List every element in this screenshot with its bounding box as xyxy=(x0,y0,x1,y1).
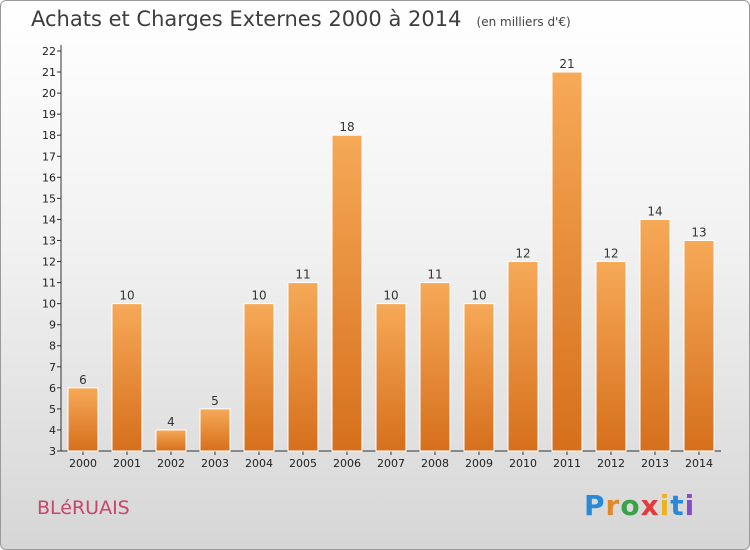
bar-2001 xyxy=(111,303,143,452)
data-label-2000: 6 xyxy=(79,373,87,387)
y-tick-label: 20 xyxy=(42,87,56,100)
y-tick-label: 21 xyxy=(42,66,56,79)
proxiti-logo: Proxiti xyxy=(584,489,695,522)
chart-title: Achats et Charges Externes 2000 à 2014 xyxy=(31,7,462,31)
bar-2002 xyxy=(155,429,187,452)
logo-letter: i xyxy=(684,489,696,522)
chart-unit: (en milliers d'€) xyxy=(476,15,571,29)
data-label-2005: 11 xyxy=(295,268,310,282)
logo-letter: P xyxy=(584,489,606,522)
logo-letter: o xyxy=(620,489,641,522)
data-label-2007: 10 xyxy=(383,289,398,303)
x-tick-label: 2005 xyxy=(289,457,317,470)
x-tick-label: 2001 xyxy=(113,457,141,470)
data-label-2011: 21 xyxy=(559,57,574,71)
y-tick-label: 7 xyxy=(49,361,56,374)
x-tick-label: 2012 xyxy=(597,457,625,470)
y-tick-label: 17 xyxy=(42,150,56,163)
data-label-2004: 10 xyxy=(251,289,266,303)
y-tick-label: 14 xyxy=(42,213,56,226)
logo-letter: i xyxy=(659,489,671,522)
x-tick-label: 2007 xyxy=(377,457,405,470)
x-tick-label: 2014 xyxy=(685,457,713,470)
data-label-2006: 18 xyxy=(339,120,354,134)
x-tick-label: 2003 xyxy=(201,457,229,470)
logo-letter: t xyxy=(670,489,685,522)
x-tick-label: 2011 xyxy=(553,457,581,470)
bar-2000 xyxy=(67,387,99,452)
data-label-2003: 5 xyxy=(211,394,219,408)
y-tick-label: 18 xyxy=(42,129,56,142)
data-label-2002: 4 xyxy=(167,415,175,429)
data-label-2012: 12 xyxy=(603,247,618,261)
data-label-2013: 14 xyxy=(647,204,662,218)
bar-2006 xyxy=(331,134,363,452)
bar-2005 xyxy=(287,282,319,452)
x-tick-label: 2009 xyxy=(465,457,493,470)
y-tick-label: 12 xyxy=(42,256,56,269)
y-tick-label: 16 xyxy=(42,171,56,184)
x-tick-label: 2010 xyxy=(509,457,537,470)
bar-2013 xyxy=(639,218,671,452)
y-tick-label: 9 xyxy=(49,319,56,332)
y-tick-label: 4 xyxy=(49,424,56,437)
logo-letter: r xyxy=(605,489,621,522)
commune-name: BLéRUAIS xyxy=(37,497,130,519)
bar-2010 xyxy=(507,261,539,452)
y-tick-label: 13 xyxy=(42,234,56,247)
bar-2009 xyxy=(463,303,495,452)
bar-2003 xyxy=(199,408,231,452)
y-tick-label: 5 xyxy=(49,403,56,416)
data-label-2010: 12 xyxy=(515,247,530,261)
chart-labels: 2000 6 2001 10 2002 4 2003 5 2004 10 2005 11 2006 18 2… xyxy=(69,57,713,470)
logo-letter: x xyxy=(640,489,660,522)
chart-axes: 3 4 5 6 7 8 9 10 11 12 13 14 15 16 17 18 19 20 21 22 xyxy=(42,45,721,458)
data-label-2009: 10 xyxy=(471,289,486,303)
y-tick-label: 6 xyxy=(49,382,56,395)
x-tick-label: 2013 xyxy=(641,457,669,470)
x-tick-label: 2002 xyxy=(157,457,185,470)
chart-header: Achats et Charges Externes 2000 à 2014 (… xyxy=(31,7,571,31)
bar-2014 xyxy=(683,239,715,452)
x-tick-label: 2006 xyxy=(333,457,361,470)
chart-bars xyxy=(67,71,715,452)
x-tick-label: 2000 xyxy=(69,457,97,470)
x-tick-label: 2008 xyxy=(421,457,449,470)
y-tick-label: 8 xyxy=(49,340,56,353)
bar-2004 xyxy=(243,303,275,452)
y-tick-label: 10 xyxy=(42,298,56,311)
y-tick-label: 3 xyxy=(49,445,56,458)
y-tick-label: 22 xyxy=(42,45,56,58)
bar-2007 xyxy=(375,303,407,452)
bar-2011 xyxy=(551,71,583,452)
data-label-2014: 13 xyxy=(691,225,706,239)
y-tick-label: 15 xyxy=(42,192,56,205)
x-tick-label: 2004 xyxy=(245,457,273,470)
bar-2012 xyxy=(595,261,627,452)
y-tick-label: 11 xyxy=(42,277,56,290)
y-tick-label: 19 xyxy=(42,108,56,121)
bar-2008 xyxy=(419,282,451,452)
data-label-2001: 10 xyxy=(119,289,134,303)
data-label-2008: 11 xyxy=(427,268,442,282)
